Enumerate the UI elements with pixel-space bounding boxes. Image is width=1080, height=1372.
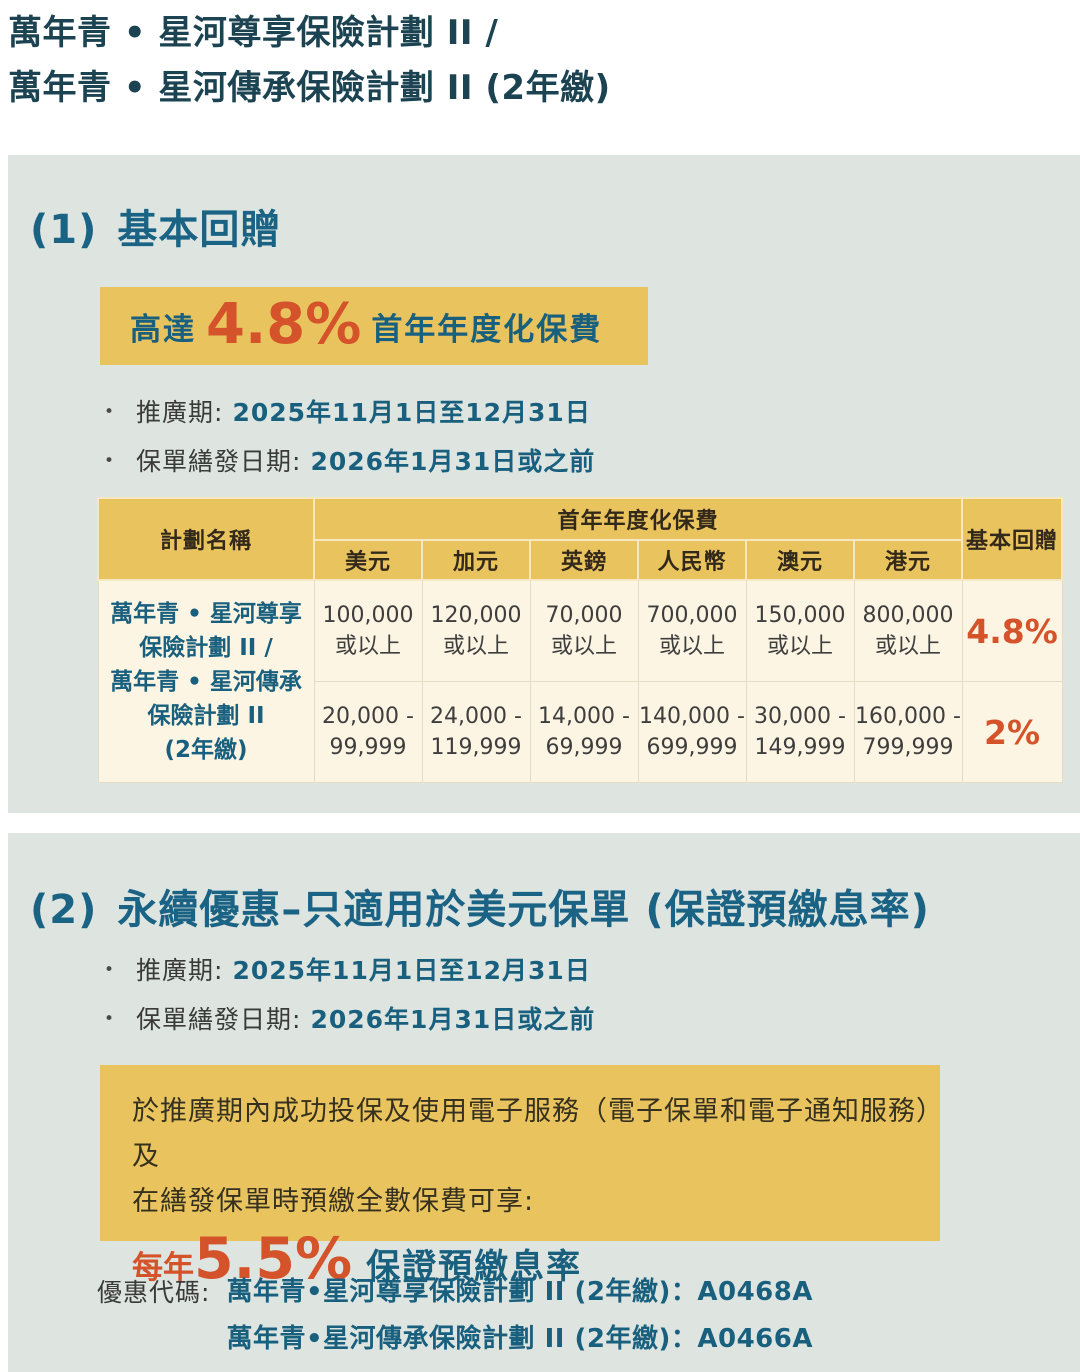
rebate-highlight-banner: 高達 4.8% 首年年度化保費 bbox=[100, 287, 648, 365]
policy-issue-date-value: 2026年1月31日或之前 bbox=[310, 447, 596, 476]
section1-number: (1) bbox=[30, 207, 98, 253]
page-title: 萬年青 • 星河尊享保險計劃 II / 萬年青 • 星河傳承保險計劃 II (2… bbox=[8, 6, 611, 116]
col-header-plan-name: 計劃名稱 bbox=[97, 497, 315, 581]
rate-prefix: 每年 bbox=[132, 1250, 194, 1286]
bullet-icon: • bbox=[104, 1009, 115, 1029]
tier2-rmb-cell: 140,000 - 699,999 bbox=[637, 681, 747, 783]
col-header-hkd: 港元 bbox=[853, 539, 963, 581]
plan-name-line: (2年繳) bbox=[164, 736, 248, 763]
section-basic-rebate-panel: (1) 基本回贈 高達 4.8% 首年年度化保費 • 推廣期: 2025年11月… bbox=[8, 155, 1080, 813]
plan-name-line: 萬年青 • 星河傳承 bbox=[110, 668, 302, 695]
promo-period-value: 2025年11月1日至12月31日 bbox=[232, 398, 591, 427]
section1-heading: (1) 基本回贈 bbox=[30, 197, 281, 255]
section2-heading-text: 永續優惠–只適用於美元保單 (保證預繳息率) bbox=[117, 887, 930, 933]
tier1-rmb-cell: 700,000 或以上 bbox=[637, 579, 747, 682]
tier2-rebate-cell: 2% bbox=[961, 681, 1063, 783]
prepay-rate-highlight-box: 於推廣期內成功投保及使用電子服務（電子保單和電子通知服務）及 在繕發保單時預繳全… bbox=[100, 1065, 940, 1292]
page-title-line1: 萬年青 • 星河尊享保險計劃 II / bbox=[8, 13, 499, 53]
plan-name-cell: 萬年青 • 星河尊享 保險計劃 II / 萬年青 • 星河傳承 保險計劃 II … bbox=[97, 579, 315, 783]
table-row-tier1: 萬年青 • 星河尊享 保險計劃 II / 萬年青 • 星河傳承 保險計劃 II … bbox=[97, 579, 1063, 783]
premium-rebate-table: 計劃名稱 首年年度化保費 基本回贈 美元 加元 英鎊 人民幣 澳元 港元 萬年青… bbox=[97, 497, 1063, 783]
tier2-usd-cell: 20,000 - 99,999 bbox=[313, 681, 423, 783]
policy-issue-date-label: 保單繕發日期: bbox=[136, 447, 302, 476]
section1-heading-text: 基本回贈 bbox=[117, 207, 282, 253]
tier2-cad-cell: 24,000 - 119,999 bbox=[421, 681, 531, 783]
section2-heading: (2) 永續優惠–只適用於美元保單 (保證預繳息率) bbox=[30, 877, 930, 935]
col-header-aud: 澳元 bbox=[745, 539, 855, 581]
policy-issue-date-bullet: • 保單繕發日期: 2026年1月31日或之前 bbox=[104, 1000, 595, 1036]
plan-name-line: 保險計劃 II bbox=[147, 702, 265, 729]
tier2-hkd-cell: 160,000 - 799,999 bbox=[853, 681, 963, 783]
rate-value: 5.5% bbox=[194, 1226, 353, 1292]
prepay-rate-row: 每年 5.5% 保證預繳息率 bbox=[132, 1226, 940, 1292]
promo-code-line-a0466a: 萬年青•星河傳承保險計劃 II (2年繳)：A0466A bbox=[226, 1324, 813, 1354]
policy-issue-date-bullet: • 保單繕發日期: 2026年1月31日或之前 bbox=[104, 442, 595, 478]
col-header-rmb: 人民幣 bbox=[637, 539, 747, 581]
section-perpetual-offer-panel: (2) 永續優惠–只適用於美元保單 (保證預繳息率) • 推廣期: 2025年1… bbox=[8, 833, 1080, 1372]
section2-number: (2) bbox=[30, 887, 98, 933]
banner-prefix: 高達 bbox=[130, 311, 196, 348]
col-header-usd: 美元 bbox=[313, 539, 423, 581]
table-row-tier2: 20,000 - 99,999 24,000 - 119,999 14,000 … bbox=[98, 681, 1063, 783]
tier1-aud-cell: 150,000 或以上 bbox=[745, 579, 855, 682]
section2-bullets: • 推廣期: 2025年11月1日至12月31日 • 保單繕發日期: 2026年… bbox=[104, 951, 595, 1049]
section1-bullets: • 推廣期: 2025年11月1日至12月31日 • 保單繕發日期: 2026年… bbox=[104, 393, 595, 491]
page-title-line2: 萬年青 • 星河傳承保險計劃 II (2年繳) bbox=[8, 68, 611, 108]
plan-name-line: 萬年青 • 星河尊享 bbox=[110, 600, 302, 627]
banner-rate: 4.8% bbox=[206, 291, 362, 357]
tier2-aud-cell: 30,000 - 149,999 bbox=[745, 681, 855, 783]
promo-period-value: 2025年11月1日至12月31日 bbox=[232, 956, 591, 985]
promo-codes-label: 優惠代碼: bbox=[97, 1278, 211, 1307]
col-header-premium-group: 首年年度化保費 bbox=[313, 497, 963, 541]
policy-issue-date-value: 2026年1月31日或之前 bbox=[310, 1005, 596, 1034]
bullet-icon: • bbox=[104, 402, 115, 422]
promo-period-bullet: • 推廣期: 2025年11月1日至12月31日 bbox=[104, 951, 595, 987]
col-header-basic-rebate: 基本回贈 bbox=[961, 497, 1063, 581]
promo-code-line-a0468a: 萬年青•星河尊享保險計劃 II (2年繳)：A0468A bbox=[226, 1277, 813, 1307]
col-header-cad: 加元 bbox=[421, 539, 531, 581]
prepay-condition-line2: 在繕發保單時預繳全數保費可享: bbox=[132, 1186, 535, 1217]
prepay-condition-line1: 於推廣期內成功投保及使用電子服務（電子保單和電子通知服務）及 bbox=[132, 1096, 931, 1172]
policy-issue-date-label: 保單繕發日期: bbox=[136, 1005, 302, 1034]
rate-suffix: 保證預繳息率 bbox=[366, 1247, 583, 1287]
bullet-icon: • bbox=[104, 960, 115, 980]
col-header-gbp: 英鎊 bbox=[529, 539, 639, 581]
tier1-cad-cell: 120,000 或以上 bbox=[421, 579, 531, 682]
bullet-icon: • bbox=[104, 451, 115, 471]
tier1-rebate-cell: 4.8% bbox=[961, 579, 1063, 682]
tier1-gbp-cell: 70,000 或以上 bbox=[529, 579, 639, 682]
promo-period-bullet: • 推廣期: 2025年11月1日至12月31日 bbox=[104, 393, 595, 429]
promo-period-label: 推廣期: bbox=[136, 956, 224, 985]
tier1-hkd-cell: 800,000 或以上 bbox=[853, 579, 963, 682]
banner-suffix: 首年年度化保費 bbox=[371, 311, 603, 348]
plan-name-line: 保險計劃 II / bbox=[139, 634, 273, 661]
tier2-gbp-cell: 14,000 - 69,999 bbox=[529, 681, 639, 783]
tier1-usd-cell: 100,000 或以上 bbox=[313, 579, 423, 682]
promo-period-label: 推廣期: bbox=[136, 398, 224, 427]
promo-codes: 優惠代碼: 萬年青•星河尊享保險計劃 II (2年繳)：A0468A 萬年青•星… bbox=[97, 1269, 813, 1363]
